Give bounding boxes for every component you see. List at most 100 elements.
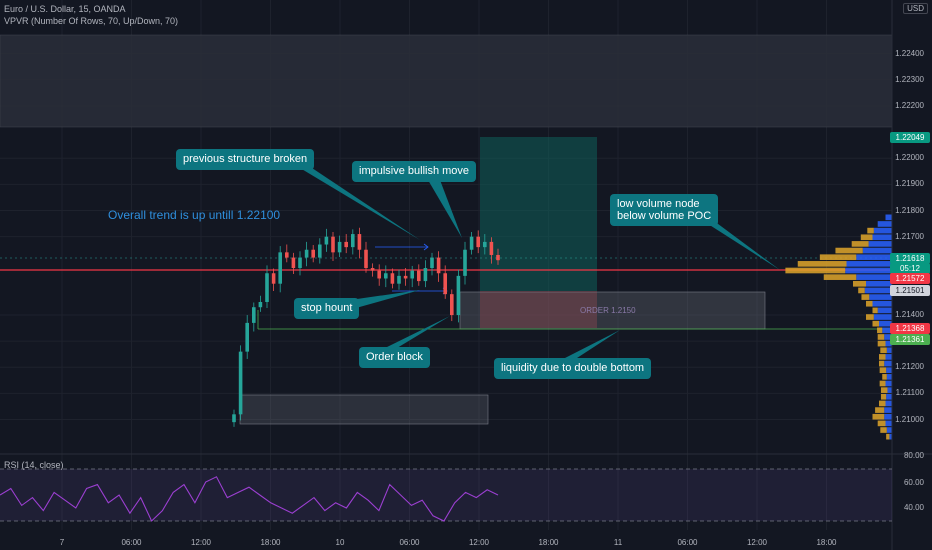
vpvr-up-bar <box>872 234 892 241</box>
candle-body <box>436 257 441 274</box>
annotation-order-block[interactable]: Order block <box>359 347 430 368</box>
vpvr-down-bar <box>858 287 865 294</box>
price-tick: 1.22200 <box>895 101 924 111</box>
vpvr-down-bar <box>866 300 873 307</box>
symbol-title: Euro / U.S. Dollar, 15, OANDA <box>4 4 126 14</box>
vpvr-up-bar <box>886 367 892 374</box>
price-tick: 1.21000 <box>895 414 924 424</box>
candle-body <box>450 294 454 316</box>
annotation-previous-structure[interactable]: previous structure broken <box>176 149 315 170</box>
candle-body <box>291 257 296 269</box>
candle-body <box>403 275 408 279</box>
price-label-order-red: 1.21368 <box>890 323 930 334</box>
upper-zone[interactable] <box>0 34 893 128</box>
vpvr-up-bar <box>869 294 892 300</box>
candle-body <box>324 236 329 245</box>
vpvr-down-bar <box>835 247 863 254</box>
vpvr-down-bar <box>880 427 887 433</box>
candle-body <box>245 322 249 352</box>
order-block-zone[interactable] <box>459 291 766 330</box>
candle-body <box>463 249 467 276</box>
candle-body <box>489 241 494 255</box>
vpvr-down-bar <box>879 354 886 360</box>
vpvr-up-bar <box>845 267 892 274</box>
rsi-line <box>0 476 499 522</box>
candle-body <box>417 270 421 282</box>
vpvr-up-bar <box>884 360 892 367</box>
vpvr-down-bar <box>872 307 878 314</box>
rsi-tick-60: 60.00 <box>903 478 924 487</box>
vpvr-up-bar <box>884 407 892 413</box>
annotation-low-volume-node[interactable]: low volume node below volume POC <box>610 194 719 226</box>
callout-pointers <box>300 168 780 358</box>
vpvr-up-bar <box>873 314 892 320</box>
rsi-tick-80: 80.00 <box>903 451 924 460</box>
candle-body <box>390 273 395 284</box>
target-zone[interactable] <box>480 137 597 291</box>
price-tick: 1.22300 <box>895 74 924 84</box>
candle-body <box>370 268 375 271</box>
time-tick: 18:00 <box>538 538 559 547</box>
vpvr-up-bar <box>873 227 892 234</box>
vpvr-up-bar <box>885 400 892 407</box>
candle-body <box>384 273 388 279</box>
vpvr-up-bar <box>886 374 892 380</box>
time-tick: 06:00 <box>677 538 698 547</box>
candle-body <box>364 249 368 269</box>
vpvr-up-bar <box>885 354 892 360</box>
indicator-title: VPVR (Number Of Rows, 70, Up/Down, 70) <box>4 16 179 26</box>
annotation-stop-hunt[interactable]: stop hount <box>294 298 360 319</box>
vpvr-down-bar <box>823 274 857 280</box>
rsi-pane[interactable] <box>0 453 932 522</box>
candle-body <box>397 275 401 284</box>
vpvr-down-bar <box>861 294 870 300</box>
vpvr-up-bar <box>884 413 892 420</box>
candle-body <box>456 275 461 316</box>
stop-zone[interactable] <box>480 291 597 328</box>
vpvr-down-bar <box>877 420 886 427</box>
time-tick: 18:00 <box>260 538 281 547</box>
candle-body <box>271 273 276 284</box>
time-tick: 12:00 <box>746 538 768 547</box>
vpvr-down-bar <box>880 347 887 354</box>
candle-body <box>430 257 434 269</box>
vpvr-down-bar <box>860 234 873 241</box>
candle-body <box>483 241 487 248</box>
annotation-liquidity[interactable]: liquidity due to double bottom <box>494 358 652 379</box>
time-tick: 7 <box>59 538 65 547</box>
vpvr-down-bar <box>872 320 879 327</box>
candle-body <box>351 234 355 248</box>
vpvr-down-bar <box>866 314 874 320</box>
candle-body <box>377 270 381 279</box>
vpvr-up-bar <box>864 287 892 294</box>
order-box-label: ORDER 1.2150 <box>580 306 636 315</box>
candle-body <box>410 270 414 279</box>
price-tick: 1.21400 <box>895 310 924 320</box>
vpvr-down-bar <box>867 227 874 234</box>
vpvr-up-bar <box>885 340 892 347</box>
candle-body <box>423 268 428 282</box>
candles <box>232 227 500 427</box>
candle-body <box>496 254 500 261</box>
time-tick: 06:00 <box>121 538 142 547</box>
candle-body <box>337 241 342 253</box>
rsi-band <box>0 469 892 521</box>
price-label-top: 1.22049 <box>890 132 930 143</box>
time-tick: 18:00 <box>816 538 837 547</box>
candle-body <box>318 244 322 258</box>
currency-button[interactable]: USD <box>903 3 928 14</box>
vpvr-down-bar <box>819 254 857 261</box>
time-tick: 12:00 <box>468 538 490 547</box>
price-tick: 1.21100 <box>895 388 924 398</box>
annotation-impulsive-move[interactable]: impulsive bullish move <box>352 161 477 182</box>
vpvr-up-bar <box>868 241 892 247</box>
vpvr-up-bar <box>862 247 892 254</box>
time-tick: 06:00 <box>399 538 420 547</box>
vpvr-down-bar <box>877 340 886 347</box>
demand-zone[interactable] <box>239 394 489 425</box>
vpvr-down-bar <box>882 374 887 380</box>
low-volume-line2: below volume POC <box>617 210 712 222</box>
low-volume-line1: low volume node <box>617 198 700 210</box>
candle-body <box>298 257 302 269</box>
